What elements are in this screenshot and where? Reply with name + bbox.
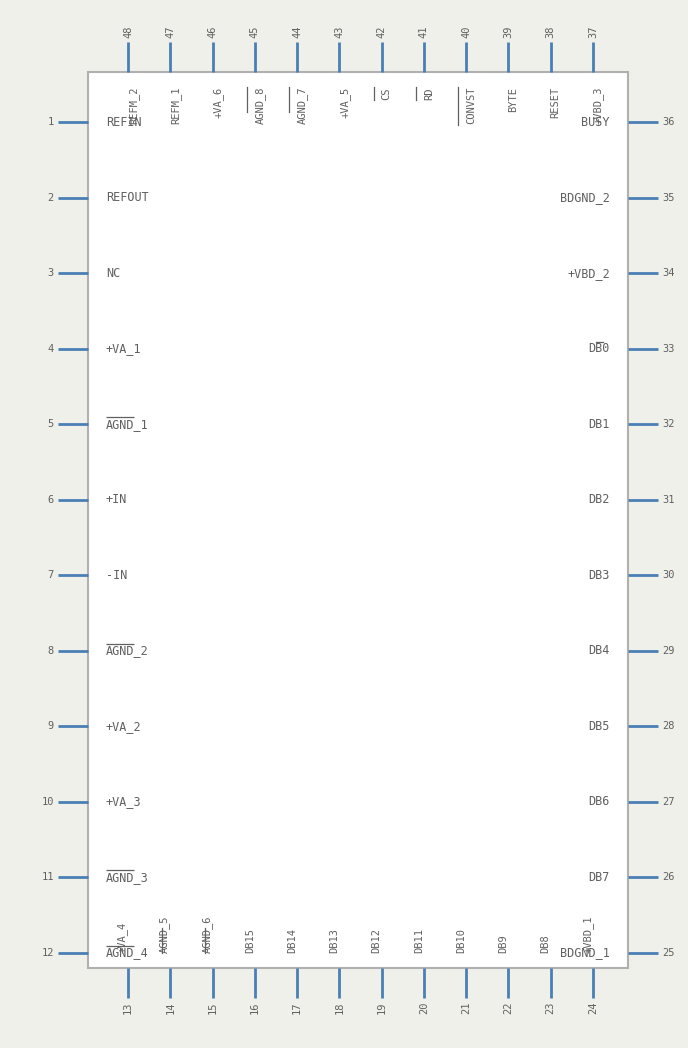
Text: DB12: DB12 (372, 927, 382, 953)
Text: DB3: DB3 (589, 569, 610, 582)
Text: 19: 19 (376, 1002, 387, 1014)
Text: REFM_1: REFM_1 (170, 87, 181, 125)
Text: DB6: DB6 (589, 795, 610, 808)
Text: AGND_2: AGND_2 (106, 645, 149, 657)
Text: 41: 41 (419, 25, 429, 38)
Text: AGND_4: AGND_4 (106, 946, 149, 960)
Text: 39: 39 (504, 25, 513, 38)
Text: DB9: DB9 (498, 934, 508, 953)
Text: REFOUT: REFOUT (106, 191, 149, 204)
Text: AGND_3: AGND_3 (106, 871, 149, 883)
Text: DB10: DB10 (456, 927, 466, 953)
Text: DB13: DB13 (330, 927, 339, 953)
Text: 38: 38 (546, 25, 556, 38)
Text: AGND_5: AGND_5 (160, 916, 170, 953)
Text: DB4: DB4 (589, 645, 610, 657)
Text: 14: 14 (165, 1002, 175, 1014)
Text: 17: 17 (292, 1002, 302, 1014)
Text: NC: NC (106, 266, 120, 280)
Text: DB0: DB0 (589, 342, 610, 355)
Text: 5: 5 (47, 419, 54, 430)
Text: DB11: DB11 (414, 927, 424, 953)
Text: 26: 26 (662, 872, 674, 882)
Text: DB1: DB1 (589, 418, 610, 431)
Text: 28: 28 (662, 721, 674, 732)
Text: +IN: +IN (106, 494, 127, 506)
Text: AGND_8: AGND_8 (255, 87, 266, 125)
Text: DB14: DB14 (287, 927, 297, 953)
Text: +VBD_2: +VBD_2 (567, 266, 610, 280)
Text: 9: 9 (47, 721, 54, 732)
Text: 8: 8 (47, 646, 54, 656)
Text: 15: 15 (208, 1002, 217, 1014)
Text: 6: 6 (47, 495, 54, 505)
Text: 32: 32 (662, 419, 674, 430)
Text: DB5: DB5 (589, 720, 610, 733)
Text: AGND_7: AGND_7 (297, 87, 308, 125)
Text: 25: 25 (662, 948, 674, 958)
Text: BDGND_2: BDGND_2 (560, 191, 610, 204)
Text: 20: 20 (419, 1002, 429, 1014)
Text: 18: 18 (334, 1002, 345, 1014)
Text: 40: 40 (461, 25, 471, 38)
Text: 24: 24 (588, 1002, 598, 1014)
Text: 12: 12 (41, 948, 54, 958)
Text: 42: 42 (376, 25, 387, 38)
Text: 2: 2 (47, 193, 54, 202)
Text: 4: 4 (47, 344, 54, 353)
Text: +VBD_3: +VBD_3 (593, 87, 604, 125)
Text: 43: 43 (334, 25, 345, 38)
Text: 31: 31 (662, 495, 674, 505)
Text: DB8: DB8 (541, 934, 550, 953)
Text: +VA_6: +VA_6 (213, 87, 224, 118)
Text: 35: 35 (662, 193, 674, 202)
Text: 45: 45 (250, 25, 260, 38)
Text: 13: 13 (123, 1002, 133, 1014)
Text: 11: 11 (41, 872, 54, 882)
Text: AGND_1: AGND_1 (106, 418, 149, 431)
Text: 46: 46 (208, 25, 217, 38)
Text: 3: 3 (47, 268, 54, 278)
Text: 23: 23 (546, 1002, 556, 1014)
Text: BYTE: BYTE (508, 87, 519, 112)
Text: 47: 47 (165, 25, 175, 38)
Text: 33: 33 (662, 344, 674, 353)
Text: BDGND_1: BDGND_1 (560, 946, 610, 960)
Text: 7: 7 (47, 570, 54, 581)
Text: -IN: -IN (106, 569, 127, 582)
Text: +VA_4: +VA_4 (117, 922, 128, 953)
Text: CS: CS (382, 87, 391, 100)
Text: 48: 48 (123, 25, 133, 38)
Text: 34: 34 (662, 268, 674, 278)
Text: 1: 1 (47, 117, 54, 127)
Text: +VA_5: +VA_5 (339, 87, 350, 118)
Text: +VBD_1: +VBD_1 (582, 916, 593, 953)
Text: BUSY: BUSY (581, 115, 610, 129)
Text: 16: 16 (250, 1002, 260, 1014)
Text: +VA_1: +VA_1 (106, 342, 142, 355)
Bar (88, 72, 628, 968)
Text: AGND_6: AGND_6 (202, 916, 213, 953)
Text: +VA_2: +VA_2 (106, 720, 142, 733)
Text: CONVST: CONVST (466, 87, 476, 125)
Text: RD: RD (424, 87, 434, 100)
Text: DB15: DB15 (245, 927, 255, 953)
Text: 29: 29 (662, 646, 674, 656)
Text: 37: 37 (588, 25, 598, 38)
Text: REFIN: REFIN (106, 115, 142, 129)
Text: 22: 22 (504, 1002, 513, 1014)
Text: 10: 10 (41, 796, 54, 807)
Text: 27: 27 (662, 796, 674, 807)
Text: 44: 44 (292, 25, 302, 38)
Text: DB7: DB7 (589, 871, 610, 883)
Text: DB2: DB2 (589, 494, 610, 506)
Text: +VA_3: +VA_3 (106, 795, 142, 808)
Text: 30: 30 (662, 570, 674, 581)
Text: REFM_2: REFM_2 (128, 87, 139, 125)
Text: RESET: RESET (550, 87, 561, 118)
Text: 21: 21 (461, 1002, 471, 1014)
Text: 36: 36 (662, 117, 674, 127)
